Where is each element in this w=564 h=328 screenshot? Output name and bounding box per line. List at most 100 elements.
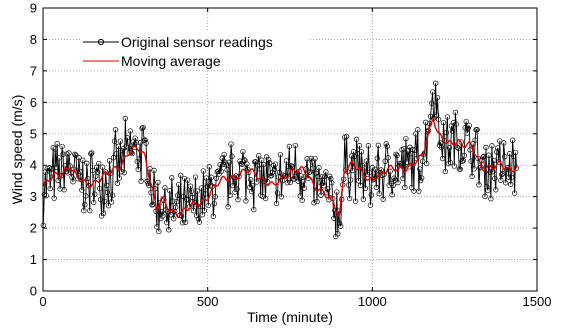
original-reading-point bbox=[368, 192, 374, 198]
original-reading-point bbox=[80, 157, 86, 163]
original-reading-point bbox=[188, 188, 195, 194]
original-reading-point bbox=[104, 189, 111, 195]
original-reading-point bbox=[385, 155, 391, 161]
original-reading-point bbox=[190, 208, 197, 214]
original-reading-point bbox=[189, 194, 196, 200]
original-reading-point bbox=[194, 188, 201, 194]
original-reading-point bbox=[331, 215, 337, 221]
original-reading-point bbox=[85, 175, 91, 182]
original-reading-point bbox=[307, 169, 313, 175]
original-reading-point bbox=[372, 166, 378, 172]
original-reading-point bbox=[454, 144, 460, 150]
original-reading-point bbox=[154, 224, 160, 230]
original-reading-point bbox=[251, 206, 257, 213]
original-reading-point bbox=[118, 169, 125, 175]
original-reading-point bbox=[106, 158, 113, 164]
original-reading-point bbox=[295, 178, 301, 184]
original-reading-point bbox=[185, 197, 192, 203]
original-reading-point bbox=[384, 143, 390, 149]
original-reading-point bbox=[127, 128, 133, 134]
original-reading-point bbox=[304, 156, 310, 162]
original-reading-point bbox=[83, 193, 89, 199]
original-reading-point bbox=[362, 185, 369, 191]
original-reading-point bbox=[184, 177, 191, 183]
original-reading-point bbox=[198, 185, 205, 191]
original-reading-point bbox=[143, 140, 149, 146]
original-reading-point bbox=[276, 169, 283, 175]
original-reading-point bbox=[459, 158, 465, 164]
original-reading-point bbox=[315, 173, 321, 179]
original-reading-point bbox=[472, 137, 478, 143]
original-reading-point bbox=[424, 160, 430, 167]
original-reading-point bbox=[298, 173, 304, 179]
original-reading-point bbox=[221, 151, 227, 158]
original-reading-point bbox=[346, 195, 353, 202]
original-reading-point bbox=[361, 165, 368, 171]
x-tick-label: 0 bbox=[39, 294, 46, 309]
original-reading-point bbox=[481, 153, 487, 160]
original-reading-point bbox=[215, 168, 221, 174]
original-reading-point bbox=[326, 197, 332, 203]
original-reading-point bbox=[496, 159, 502, 165]
original-reading-point bbox=[394, 152, 400, 159]
original-reading-point bbox=[367, 202, 374, 208]
original-reading-point bbox=[438, 144, 445, 151]
y-tick-label: 1 bbox=[30, 252, 37, 267]
original-reading-point bbox=[351, 153, 358, 160]
original-reading-point bbox=[91, 199, 97, 206]
original-reading-point bbox=[318, 192, 324, 198]
original-reading-point bbox=[382, 158, 388, 164]
original-reading-point bbox=[495, 145, 501, 151]
original-reading-point bbox=[205, 202, 211, 209]
original-reading-point bbox=[402, 184, 408, 191]
original-reading-point bbox=[512, 149, 519, 156]
original-reading-point bbox=[156, 228, 162, 235]
original-reading-point bbox=[60, 151, 66, 157]
original-reading-point bbox=[468, 158, 474, 164]
original-reading-point bbox=[329, 180, 335, 186]
y-tick-label: 3 bbox=[30, 189, 37, 204]
series-moving-average bbox=[42, 116, 518, 219]
original-reading-point bbox=[317, 179, 323, 185]
original-reading-point bbox=[413, 131, 419, 137]
original-reading-point bbox=[513, 165, 520, 171]
original-reading-point bbox=[433, 112, 440, 118]
original-reading-point bbox=[446, 145, 453, 151]
original-reading-point bbox=[301, 185, 307, 191]
original-reading-point bbox=[489, 143, 495, 149]
original-reading-point bbox=[105, 203, 112, 209]
original-reading-point bbox=[360, 196, 367, 202]
original-reading-point bbox=[416, 188, 422, 194]
original-reading-point bbox=[236, 173, 242, 180]
original-reading-point bbox=[412, 147, 418, 153]
original-reading-point bbox=[135, 166, 141, 173]
original-reading-point bbox=[443, 129, 450, 136]
original-reading-point bbox=[57, 186, 63, 192]
original-reading-point bbox=[449, 128, 456, 134]
original-reading-point bbox=[229, 153, 235, 159]
original-reading-point bbox=[277, 151, 284, 158]
original-reading-point bbox=[324, 189, 330, 196]
original-reading-point bbox=[345, 182, 352, 188]
original-reading-point bbox=[257, 166, 263, 172]
x-tick-label: 1500 bbox=[523, 294, 552, 309]
original-reading-point bbox=[494, 149, 500, 155]
original-reading-point bbox=[366, 170, 373, 176]
original-reading-point bbox=[72, 151, 78, 157]
original-reading-point bbox=[327, 173, 333, 179]
original-reading-point bbox=[323, 169, 329, 175]
original-reading-point bbox=[435, 116, 442, 123]
original-reading-point bbox=[211, 200, 217, 207]
original-reading-point bbox=[226, 159, 232, 165]
original-reading-point bbox=[498, 177, 504, 183]
original-reading-point bbox=[463, 118, 469, 125]
original-reading-point bbox=[266, 160, 273, 166]
original-reading-point bbox=[162, 185, 168, 191]
original-reading-point bbox=[54, 141, 60, 147]
original-reading-point bbox=[202, 191, 209, 197]
original-reading-point bbox=[239, 161, 245, 167]
original-reading-point bbox=[316, 165, 322, 171]
original-reading-point bbox=[206, 164, 212, 170]
original-reading-point bbox=[502, 153, 508, 160]
original-reading-point bbox=[115, 143, 122, 149]
